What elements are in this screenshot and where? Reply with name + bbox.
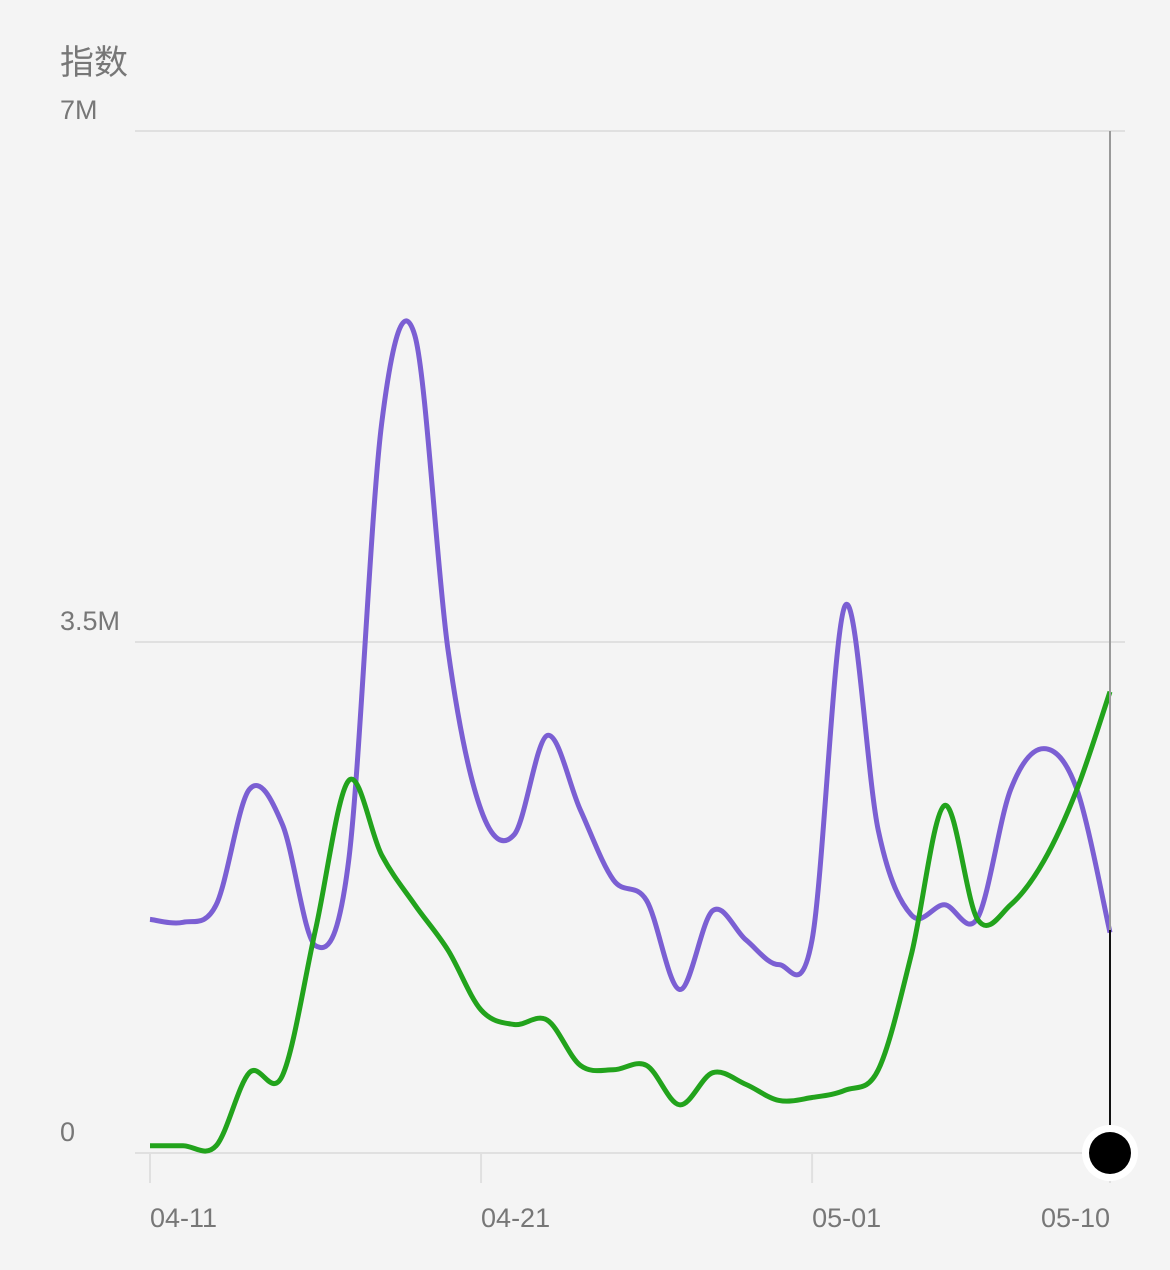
x-tick-label: 05-10 [1041, 1203, 1110, 1233]
y-tick-label: 7M [60, 95, 98, 125]
x-tick-label: 04-11 [150, 1203, 217, 1233]
y-tick-label: 3.5M [60, 606, 120, 636]
lines [149, 318, 1113, 1154]
x-tick-label: 04-21 [481, 1203, 550, 1233]
chart-title: 指数 [60, 44, 128, 82]
series-line [149, 690, 1113, 1154]
y-tick-label: 0 [60, 1117, 75, 1147]
cursor-dot[interactable] [1089, 1132, 1131, 1174]
x-tick-label: 05-01 [812, 1203, 881, 1233]
series-line [149, 318, 1113, 992]
